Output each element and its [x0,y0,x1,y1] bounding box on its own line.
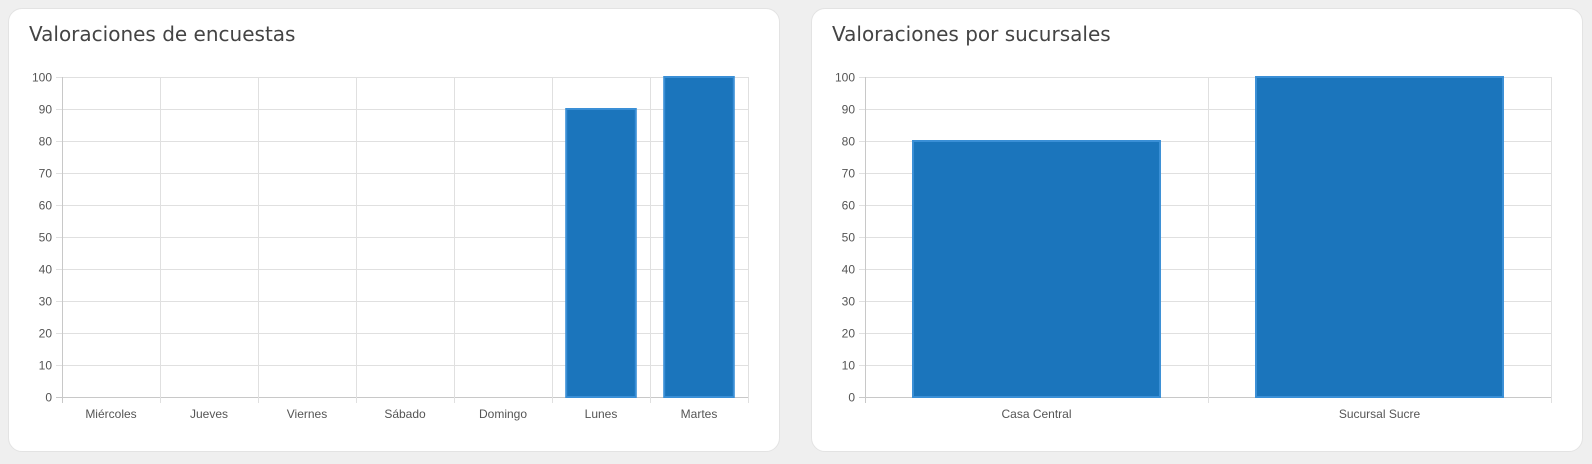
survey-ratings-card: Valoraciones de encuestas 0 10 20 30 40 50 60 7… [8,8,780,452]
x-tick-label: Lunes [585,407,618,421]
y-tick-label: 0 [45,391,52,405]
bar-casa-central[interactable] [912,140,1161,398]
y-tick-label: 80 [842,135,856,149]
y-tick-label: 70 [39,167,53,181]
x-tick-label: Viernes [287,407,327,421]
y-tick-label: 20 [842,327,856,341]
x-tick-label: Sucursal Sucre [1339,407,1421,421]
y-tick-label: 70 [842,167,856,181]
x-tick-label: Miércoles [85,407,136,421]
y-tick-label: 40 [842,263,856,277]
bar-lunes[interactable] [565,108,637,398]
y-tick-label: 30 [842,295,856,309]
y-tick-label: 50 [39,231,53,245]
survey-ratings-title: Valoraciones de encuestas [29,22,296,46]
branch-ratings-chart: 0 10 20 30 40 50 60 70 80 90 100 Casa Central Sucurs… [835,71,1552,421]
y-tick-label: 10 [39,359,53,373]
bar-martes[interactable] [663,76,735,398]
y-tick-label: 10 [842,359,856,373]
x-tick-label: Jueves [190,407,228,421]
y-tick-label: 80 [39,135,53,149]
y-tick-label: 60 [39,199,53,213]
x-tick-label: Domingo [479,407,527,421]
y-tick-label: 0 [848,391,855,405]
x-tick-label: Sábado [384,407,426,421]
y-tick-label: 40 [39,263,53,277]
bar-sucursal-sucre[interactable] [1255,76,1504,398]
branch-ratings-title: Valoraciones por sucursales [832,22,1111,46]
y-tick-label: 50 [842,231,856,245]
y-tick-label: 90 [842,103,856,117]
y-tick-label: 90 [39,103,53,117]
y-tick-label: 20 [39,327,53,341]
branch-ratings-card: Valoraciones por sucursales 0 10 20 30 40 50 6… [811,8,1583,452]
y-tick-label: 60 [842,199,856,213]
survey-ratings-chart: 0 10 20 30 40 50 60 70 80 90 100 Miércoles Jueves Vie… [32,71,749,421]
x-tick-label: Casa Central [1001,407,1071,421]
y-tick-label: 30 [39,295,53,309]
y-tick-label: 100 [835,71,855,85]
x-tick-label: Martes [681,407,718,421]
y-tick-label: 100 [32,71,52,85]
